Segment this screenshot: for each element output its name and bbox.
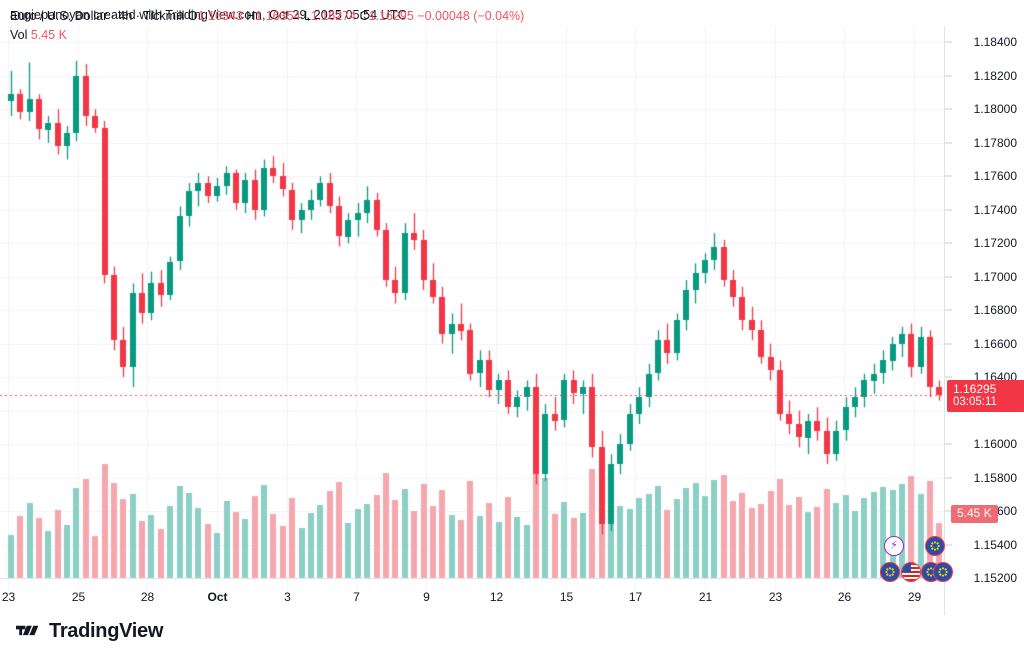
price-line-overlay xyxy=(0,26,1024,615)
legend-low-value: 1.16274 xyxy=(310,9,357,23)
price-tick-dash xyxy=(945,276,952,278)
attribution-watermark: angiepanoyan created with TradingView.co… xyxy=(10,8,407,22)
legend-sep-2: · xyxy=(132,9,144,23)
tradingview-logo-icon xyxy=(16,625,39,636)
time-tick-label: Oct xyxy=(207,590,228,604)
time-tick-label: 29 xyxy=(907,590,922,604)
time-axis[interactable]: 23 25 28 Oct 3 7 9 12 15 17 21 23 26 29 xyxy=(0,578,944,616)
price-tick-dash xyxy=(945,477,952,479)
price-tick-dash xyxy=(945,343,952,345)
legend-open-value: 1.16343 xyxy=(197,9,243,23)
price-tick-label: 1.16600 xyxy=(973,336,1017,351)
price-tick-label: 1.15800 xyxy=(973,470,1017,485)
legend-volume-value: 5.45 K xyxy=(30,28,68,42)
legend-symbol[interactable]: Euro / U.S. Dollar xyxy=(10,9,108,23)
legend-close-label: C xyxy=(359,9,369,23)
tradingview-branding: TradingView xyxy=(16,620,163,643)
time-tick-label: 9 xyxy=(423,590,430,604)
price-tick-label: 1.16000 xyxy=(973,437,1017,452)
legend-high-value: 1.16354 xyxy=(255,9,301,23)
current-price-value: 1.16295 xyxy=(953,381,997,396)
current-price-badge[interactable]: 1.16295 03:05:11 xyxy=(947,379,1024,412)
chart-container[interactable] xyxy=(0,26,1024,615)
price-tick-dash xyxy=(945,142,952,144)
time-tick-label: 21 xyxy=(698,590,713,604)
legend-row-ohlc: Euro / U.S. Dollar · 4h · Tickmill O1.16… xyxy=(10,8,524,25)
price-tick-label: 1.16800 xyxy=(973,303,1017,318)
price-tick-dash xyxy=(945,41,952,43)
legend-change-value: −0.00048 (−0.04%) xyxy=(417,9,525,23)
price-tick-label: 1.17400 xyxy=(973,202,1017,217)
time-tick-label: 25 xyxy=(71,590,86,604)
time-tick-label: 26 xyxy=(837,590,852,604)
price-tick-dash xyxy=(945,376,952,378)
price-tick-dash xyxy=(945,108,952,110)
bar-countdown: 03:05:11 xyxy=(953,395,997,408)
time-tick-label: 17 xyxy=(628,590,643,604)
legend-exchange[interactable]: Tickmill xyxy=(143,9,185,23)
legend-high-label: H xyxy=(246,9,256,23)
economic-event-bolt-icon[interactable]: ⚡ xyxy=(884,536,904,556)
legend-row-volume: Vol 5.45 K xyxy=(10,27,524,44)
chart-legend[interactable]: Euro / U.S. Dollar · 4h · Tickmill O1.16… xyxy=(10,8,524,44)
price-tick-label: 1.17800 xyxy=(973,135,1017,150)
price-axis[interactable]: 1.18400 1.18200 1.18000 1.17800 1.17600 1.174… xyxy=(944,26,1024,615)
price-tick-label: 1.18200 xyxy=(973,68,1017,83)
legend-sep-1: · xyxy=(107,9,119,23)
economic-event-eu-icon[interactable] xyxy=(880,562,900,582)
legend-low-label: L xyxy=(303,9,311,23)
lightning-bolt-icon: ⚡ xyxy=(890,539,898,552)
time-tick-label: 23 xyxy=(768,590,783,604)
economic-event-eu-icon[interactable] xyxy=(925,536,945,556)
price-tick-dash xyxy=(945,510,952,512)
price-tick-dash xyxy=(945,544,952,546)
price-tick-dash xyxy=(945,309,952,311)
price-tick-dash xyxy=(945,209,952,211)
tradingview-logo-text: TradingView xyxy=(49,620,164,642)
price-tick-label: 1.17600 xyxy=(973,169,1017,184)
price-tick-label: 1.15400 xyxy=(973,537,1017,552)
time-tick-label: 15 xyxy=(559,590,574,604)
price-tick-dash xyxy=(945,75,952,77)
price-tick-dash xyxy=(945,443,952,445)
legend-interval[interactable]: 4h xyxy=(118,9,133,23)
price-tick-label: 1.17200 xyxy=(973,236,1017,251)
volume-value-badge[interactable]: 5.45 K xyxy=(951,504,998,523)
price-tick-label: 1.17000 xyxy=(973,269,1017,284)
time-tick-label: 28 xyxy=(140,590,155,604)
price-tick-dash xyxy=(945,242,952,244)
legend-volume-label: Vol xyxy=(10,28,28,42)
legend-close-value: 1.16295 xyxy=(368,9,414,23)
economic-event-us-icon[interactable] xyxy=(901,562,921,582)
price-tick-dash xyxy=(945,175,952,177)
price-tick-label: 1.18000 xyxy=(973,102,1017,117)
time-tick-label: 3 xyxy=(284,590,291,604)
time-tick-label: 12 xyxy=(489,590,504,604)
time-tick-label: 7 xyxy=(353,590,360,604)
price-tick-label: 1.18400 xyxy=(973,35,1017,50)
economic-event-eu-icon[interactable] xyxy=(933,562,953,582)
axis-divider xyxy=(944,26,945,615)
time-tick-label: 23 xyxy=(1,590,16,604)
price-tick-label: 1.15200 xyxy=(973,571,1017,585)
legend-open-label: O xyxy=(187,9,198,23)
